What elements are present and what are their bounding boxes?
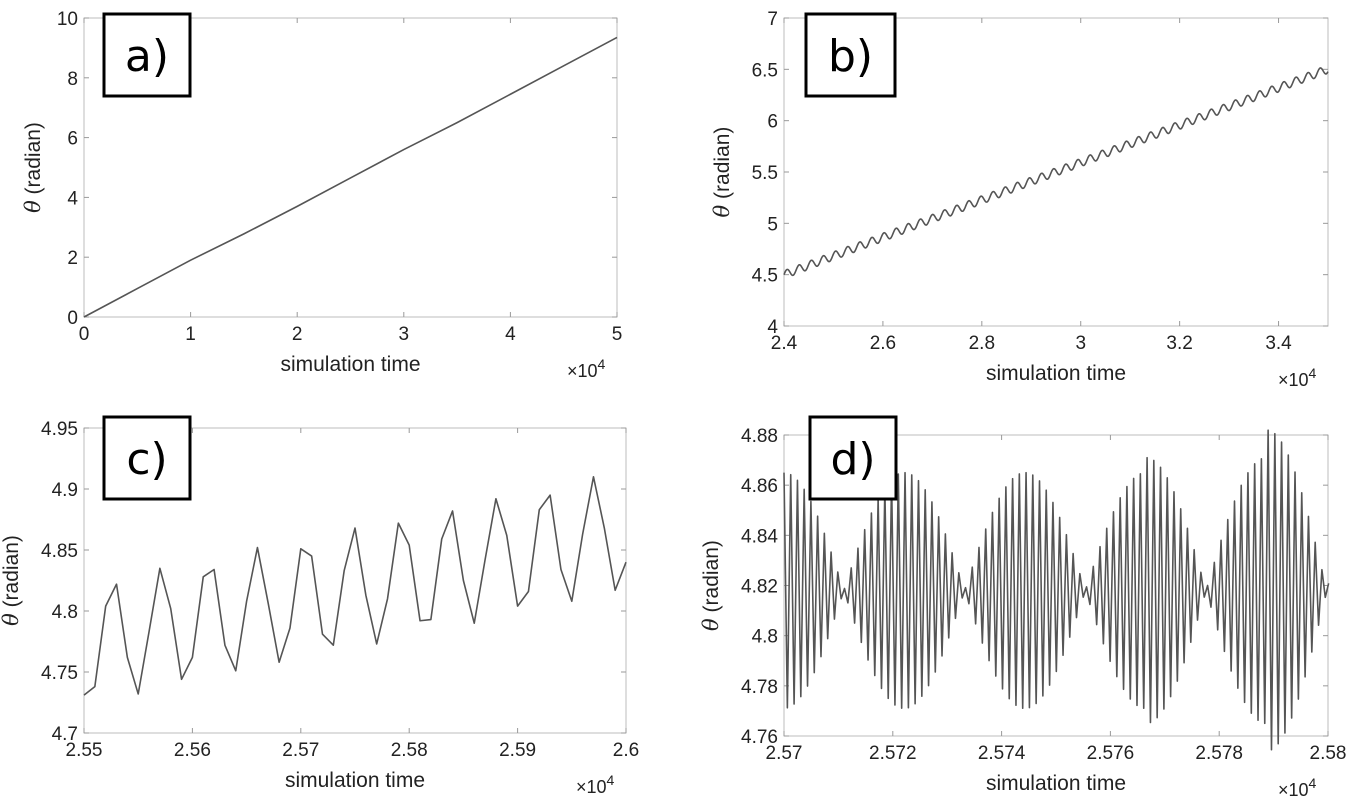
y-tick-label: 5.5 bbox=[752, 163, 778, 184]
x-tick-label: 2.8 bbox=[969, 333, 995, 354]
x-tick-label: 0 bbox=[79, 324, 90, 345]
panel-label: a) bbox=[125, 31, 169, 82]
y-tick-label: 2 bbox=[67, 248, 78, 269]
panel-c: 2.55 2.56 2.57 2.58 2.59 2.6 4.7 4.75 4.8 4.85 4.9… bbox=[0, 415, 639, 797]
x-axis-label: simulation time bbox=[986, 772, 1126, 795]
y-tick-label: 6 bbox=[67, 129, 78, 150]
y-tick-label: 4.84 bbox=[741, 526, 778, 547]
panel-label: b) bbox=[828, 31, 873, 82]
x-tick-label: 2.59 bbox=[499, 740, 536, 761]
x-tick-label: 2.6 bbox=[613, 740, 639, 761]
y-tick-label: 6 bbox=[767, 112, 778, 133]
x-multiplier-base: ×10 bbox=[1278, 780, 1309, 800]
x-tick-label: 2.578 bbox=[1195, 743, 1243, 764]
y-axis-unit: (radian) bbox=[700, 540, 723, 618]
x-multiplier-base: ×10 bbox=[1278, 370, 1309, 390]
x-tick-label: 3.4 bbox=[1265, 333, 1292, 354]
panel-label: c) bbox=[126, 434, 167, 485]
series-line-theta bbox=[783, 67, 1329, 277]
y-axis-unit: (radian) bbox=[0, 535, 23, 613]
x-tick-label: 5 bbox=[612, 324, 623, 345]
x-tick-label: 2.57 bbox=[766, 743, 803, 764]
y-tick-label: 7 bbox=[767, 9, 778, 30]
y-tick-label: 4.85 bbox=[41, 541, 78, 562]
x-tick-label: 2.55 bbox=[66, 740, 103, 761]
x-multiplier: ×104 bbox=[1278, 775, 1317, 800]
y-tick-label: 4 bbox=[67, 188, 78, 209]
y-axis-label: θ (radian) bbox=[21, 122, 45, 213]
x-axis-label: simulation time bbox=[986, 362, 1126, 385]
y-tick-label: 4.76 bbox=[741, 727, 778, 748]
x-tick-label: 4 bbox=[505, 324, 516, 345]
x-multiplier-base: ×10 bbox=[567, 361, 598, 381]
x-tick-label: 2.6 bbox=[870, 333, 896, 354]
y-tick-label: 4.88 bbox=[741, 426, 778, 447]
y-tick-label: 4.8 bbox=[52, 602, 78, 623]
y-tick-label: 4.75 bbox=[41, 663, 78, 684]
x-tick-label: 2 bbox=[292, 324, 303, 345]
x-multiplier-exponent: 4 bbox=[598, 356, 606, 372]
y-axis-label: θ (radian) bbox=[0, 535, 23, 626]
y-tick-label: 8 bbox=[67, 69, 78, 90]
y-axis-symbol: θ bbox=[699, 618, 723, 631]
panel-b: 2.4 2.6 2.8 3 3.2 3.4 4 4.5 5 5.5 6 6.5 7 simulation … bbox=[710, 9, 1329, 390]
y-tick-label: 4.86 bbox=[741, 476, 778, 497]
y-axis-symbol: θ bbox=[21, 200, 45, 213]
x-tick-label: 3 bbox=[1075, 333, 1086, 354]
x-tick-label: 3.2 bbox=[1166, 333, 1192, 354]
panel-label-box bbox=[804, 12, 897, 98]
y-tick-label: 4.82 bbox=[741, 577, 778, 598]
panel-label-box bbox=[102, 12, 192, 98]
x-multiplier: ×104 bbox=[1278, 365, 1317, 390]
y-axis-symbol: θ bbox=[710, 204, 734, 217]
y-axis-unit: (radian) bbox=[711, 127, 734, 205]
x-tick-label: 2.4 bbox=[771, 333, 798, 354]
panel-d: 2.57 2.572 2.574 2.576 2.578 2.584.764.784.84… bbox=[699, 415, 1347, 800]
series-line-theta bbox=[783, 429, 1330, 751]
y-tick-label: 4.5 bbox=[752, 266, 778, 287]
series-line-theta bbox=[83, 476, 627, 696]
x-tick-label: 2.572 bbox=[869, 743, 917, 764]
x-multiplier: ×104 bbox=[576, 772, 615, 797]
x-multiplier: ×104 bbox=[567, 356, 606, 381]
y-tick-label: 4.78 bbox=[741, 677, 778, 698]
x-tick-label: 2.56 bbox=[174, 740, 211, 761]
x-axis-label: simulation time bbox=[285, 769, 425, 792]
x-tick-label: 1 bbox=[185, 324, 196, 345]
x-multiplier-base: ×10 bbox=[576, 777, 607, 797]
y-axis-unit: (radian) bbox=[22, 122, 45, 200]
y-axis-label: θ (radian) bbox=[699, 540, 723, 631]
y-tick-label: 5 bbox=[767, 214, 778, 235]
y-tick-label: 4.9 bbox=[52, 480, 78, 501]
y-axis-symbol: θ bbox=[0, 613, 23, 626]
y-tick-label: 4 bbox=[767, 317, 778, 338]
panel-label-box bbox=[808, 415, 898, 501]
y-tick-label: 10 bbox=[57, 9, 78, 30]
x-tick-label: 2.57 bbox=[282, 740, 319, 761]
y-tick-label: 6.5 bbox=[752, 60, 778, 81]
x-multiplier-exponent: 4 bbox=[1309, 365, 1317, 381]
series-line-theta bbox=[83, 36, 618, 318]
y-axis-label: θ (radian) bbox=[710, 127, 734, 218]
x-tick-label: 2.58 bbox=[391, 740, 428, 761]
y-tick-label: 0 bbox=[67, 308, 78, 329]
y-tick-label: 4.95 bbox=[41, 419, 78, 440]
x-tick-label: 2.576 bbox=[1087, 743, 1135, 764]
x-tick-label: 3 bbox=[399, 324, 410, 345]
y-tick-label: 4.7 bbox=[52, 724, 78, 745]
panel-label-box bbox=[102, 415, 192, 501]
x-multiplier-exponent: 4 bbox=[1309, 775, 1317, 791]
x-multiplier-exponent: 4 bbox=[607, 772, 615, 788]
y-tick-label: 4.8 bbox=[752, 627, 778, 648]
x-tick-label: 2.58 bbox=[1310, 743, 1347, 764]
panel-label: d) bbox=[830, 434, 875, 485]
x-axis-label: simulation time bbox=[280, 353, 420, 376]
x-tick-label: 2.574 bbox=[978, 743, 1026, 764]
